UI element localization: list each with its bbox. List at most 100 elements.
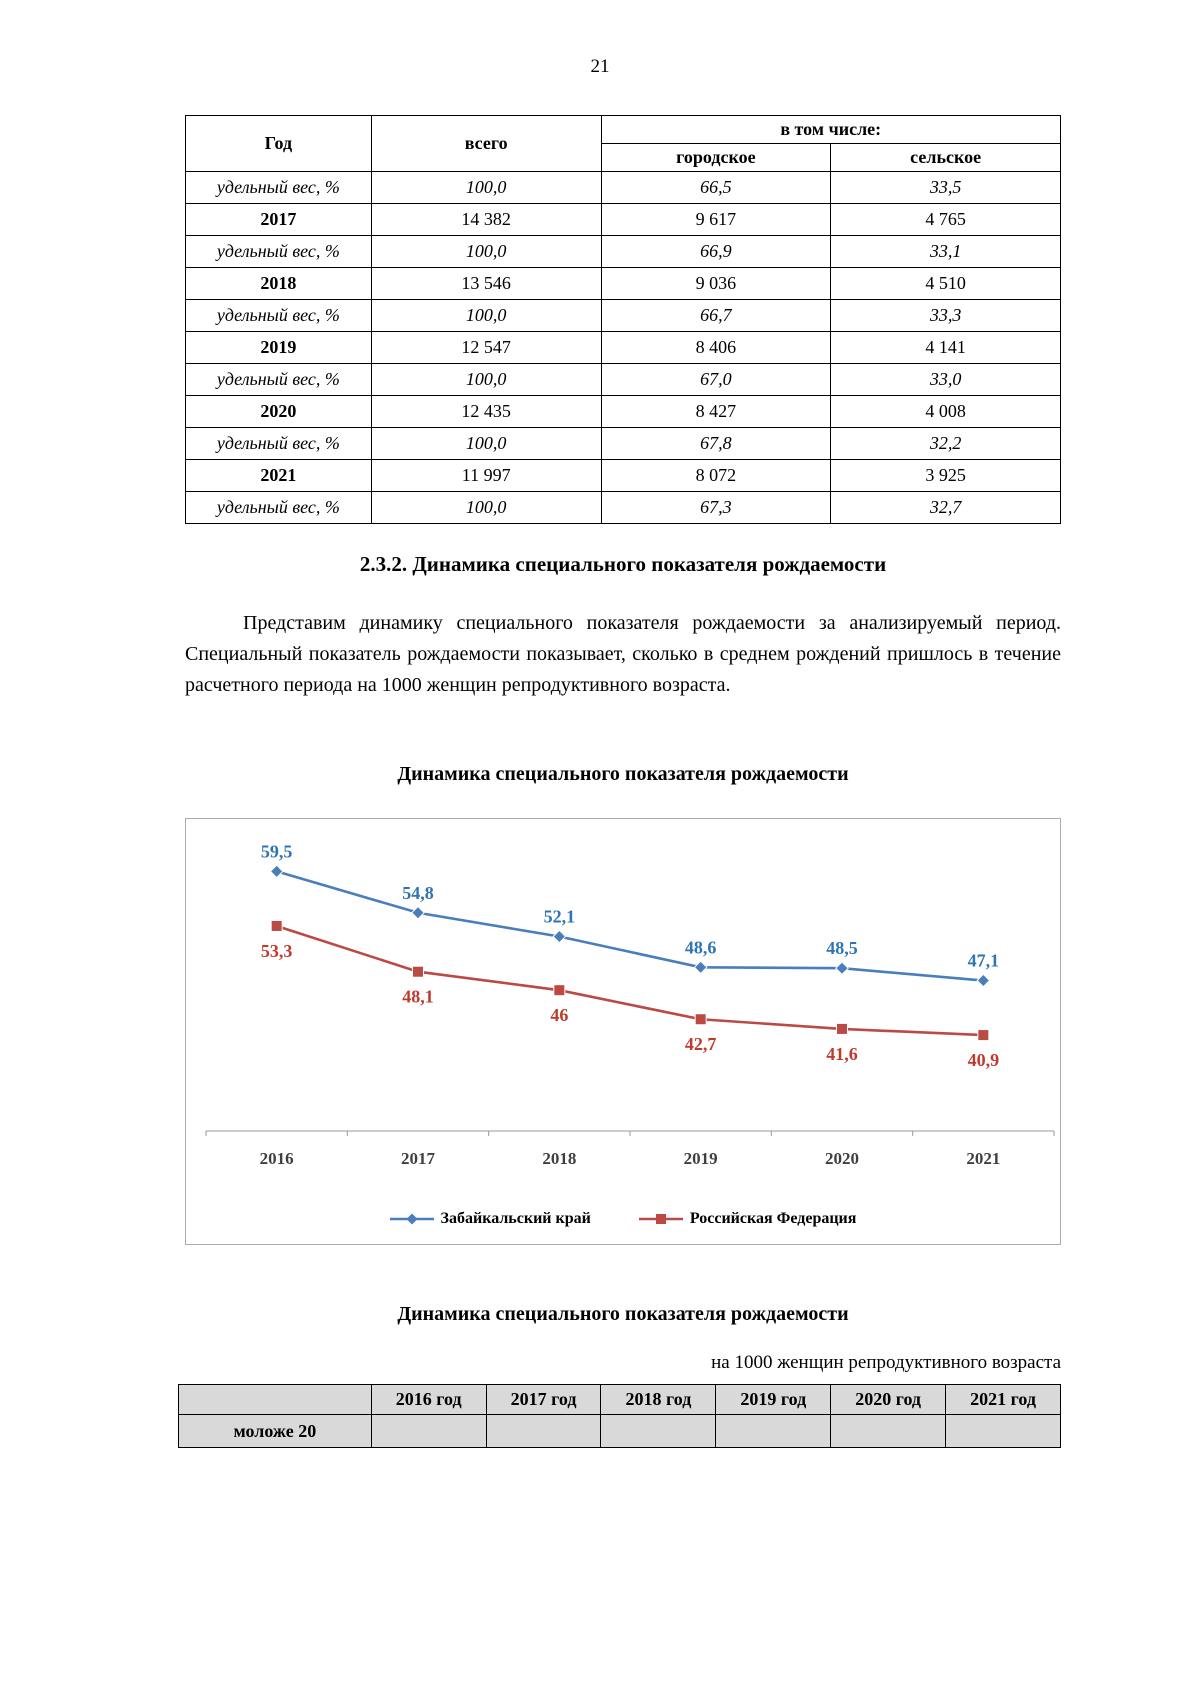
- row-label: удельный вес, %: [185, 171, 372, 204]
- row-label: 2019: [185, 331, 372, 364]
- diamond-marker: [411, 905, 425, 920]
- year-column-header: 2018 год: [600, 1384, 717, 1415]
- data-label: 48,5: [826, 938, 858, 958]
- table-row: 2018 13 546 9 036 4 510: [185, 267, 1061, 300]
- table-row: 2020 12 435 8 427 4 008: [185, 395, 1061, 428]
- col-header-gorodskoe: городское: [600, 143, 832, 172]
- cell-value: 66,5: [600, 171, 832, 204]
- population-table: Год всего в том числе: городское сельско…: [185, 115, 1061, 524]
- legend-label: Российская Федерация: [689, 1210, 857, 1227]
- table-row: удельный вес, % 100,0 67,0 33,0: [185, 363, 1061, 396]
- diamond-marker: [693, 960, 708, 975]
- table-row: удельный вес, % 100,0 66,7 33,3: [185, 299, 1061, 332]
- cell-value: 100,0: [370, 491, 602, 524]
- cell-value: 100,0: [370, 235, 602, 268]
- square-marker: [553, 984, 566, 997]
- legend-marker-icon: [389, 1213, 434, 1225]
- col-header-selskoe: сельское: [830, 143, 1061, 172]
- cell-value: [945, 1414, 1061, 1448]
- population-table-header: Год всего в том числе: городское сельско…: [185, 115, 1061, 172]
- cell-value: 4 141: [830, 331, 1061, 364]
- row-label: 2017: [185, 203, 372, 236]
- data-label: 52,1: [544, 907, 576, 927]
- section-heading: 2.3.2. Динамика специального показателя …: [359, 552, 887, 576]
- square-marker: [412, 965, 424, 978]
- diamond-marker: [976, 973, 991, 988]
- cell-value: 32,7: [830, 491, 1061, 524]
- table2-note: на 1000 женщин репродуктивного возраста: [711, 1352, 1061, 1373]
- series-line: [276, 924, 984, 1037]
- data-label: 46: [550, 1005, 568, 1025]
- data-label: 54,8: [402, 883, 434, 903]
- square-marker: [836, 1022, 848, 1035]
- x-tick-label: 2021: [966, 1149, 1000, 1168]
- age-group-label: моложе 20: [178, 1414, 372, 1448]
- cell-value: 12 547: [370, 331, 602, 364]
- cell-value: 67,3: [600, 491, 832, 524]
- cell-value: 11 997: [370, 459, 602, 492]
- cell-value: [370, 1414, 487, 1448]
- table-row: 2017 14 382 9 617 4 765: [185, 203, 1061, 236]
- chart-title: Динамика специального показателя рождаем…: [397, 763, 849, 785]
- table-row: удельный вес, % 100,0 67,8 32,2: [185, 427, 1061, 460]
- legend-marker-icon: [638, 1214, 683, 1224]
- cell-value: 8 072: [600, 459, 832, 492]
- chart-canvas: 2016 2017 2018 2019 2020 2021 59,5 54,8 52,1 48,6…: [186, 819, 1060, 1249]
- x-tick-label: 2016: [260, 1149, 294, 1168]
- cell-value: [830, 1414, 947, 1448]
- series-line: [276, 870, 984, 982]
- table-row: удельный вес, % 100,0 67,3 32,7: [185, 491, 1061, 524]
- chart-frame: 2016 2017 2018 2019 2020 2021 59,5 54,8 52,1 48,6…: [185, 818, 1061, 1245]
- cell-value: 66,7: [600, 299, 832, 332]
- table-row: удельный вес, % 100,0 66,9 33,1: [185, 235, 1061, 268]
- cell-value: [600, 1414, 717, 1448]
- row-label: удельный вес, %: [185, 363, 372, 396]
- table-row: удельный вес, % 100,0 66,5 33,5: [185, 171, 1061, 204]
- cell-value: [715, 1414, 832, 1448]
- cell-value: 100,0: [370, 171, 602, 204]
- col-header-vsego: всего: [370, 115, 602, 172]
- year-column-header: 2019 год: [715, 1384, 832, 1415]
- cell-value: 33,3: [830, 299, 1061, 332]
- col-header-god: Год: [185, 115, 372, 172]
- square-marker: [977, 1029, 990, 1042]
- population-table-body: удельный вес, % 100,0 66,5 33,5 2017 14 382 9 …: [185, 171, 1061, 524]
- cell-value: 67,8: [600, 427, 832, 460]
- section-paragraph: Представим динамику специального показат…: [185, 612, 1061, 696]
- data-label: 47,1: [968, 951, 1000, 971]
- birthrate-by-age-table: 2016 год 2017 год 2018 год 2019 год 2020 год…: [178, 1384, 1061, 1448]
- line-chart-svg: 2016 2017 2018 2019 2020 2021 59,5 54,8 52,1 48,6…: [205, 841, 1055, 1168]
- row-label: удельный вес, %: [185, 299, 372, 332]
- row-label: 2018: [185, 267, 372, 300]
- year-column-header: 2020 год: [830, 1384, 947, 1415]
- page-number: 21: [590, 56, 610, 77]
- data-label: 40,9: [968, 1050, 1000, 1070]
- table-header-row: 2016 год 2017 год 2018 год 2019 год 2020 год…: [178, 1384, 1061, 1415]
- year-column-header: 2017 год: [485, 1384, 602, 1415]
- x-tick-label: 2020: [825, 1149, 859, 1168]
- legend-item: Российская Федерация: [638, 1210, 857, 1228]
- cell-value: 8 406: [600, 331, 832, 364]
- row-label: 2020: [185, 395, 372, 428]
- cell-value: 66,9: [600, 235, 832, 268]
- cell-value: 3 925: [830, 459, 1061, 492]
- cell-value: 14 382: [370, 203, 602, 236]
- legend-item: Забайкальский край: [389, 1210, 591, 1228]
- cell-value: 32,2: [830, 427, 1061, 460]
- data-label: 48,6: [685, 937, 717, 957]
- cell-value: 33,1: [830, 235, 1061, 268]
- table2-title: Динамика специального показателя рождаем…: [397, 1303, 849, 1325]
- cell-value: 4 510: [830, 267, 1061, 300]
- year-column-header: 2021 год: [945, 1384, 1061, 1415]
- blank-column-header: [178, 1384, 372, 1415]
- cell-value: 4 765: [830, 203, 1061, 236]
- cell-value: [485, 1414, 602, 1448]
- col-header-vtomchisle: в том числе:: [600, 115, 1061, 144]
- birthrate-table-header: 2016 год 2017 год 2018 год 2019 год 2020 год…: [178, 1384, 1061, 1415]
- legend-label: Забайкальский край: [440, 1210, 591, 1227]
- row-label: 2021: [185, 459, 372, 492]
- cell-value: 9 036: [600, 267, 832, 300]
- x-tick-label: 2017: [401, 1149, 436, 1168]
- data-label: 41,6: [826, 1044, 858, 1064]
